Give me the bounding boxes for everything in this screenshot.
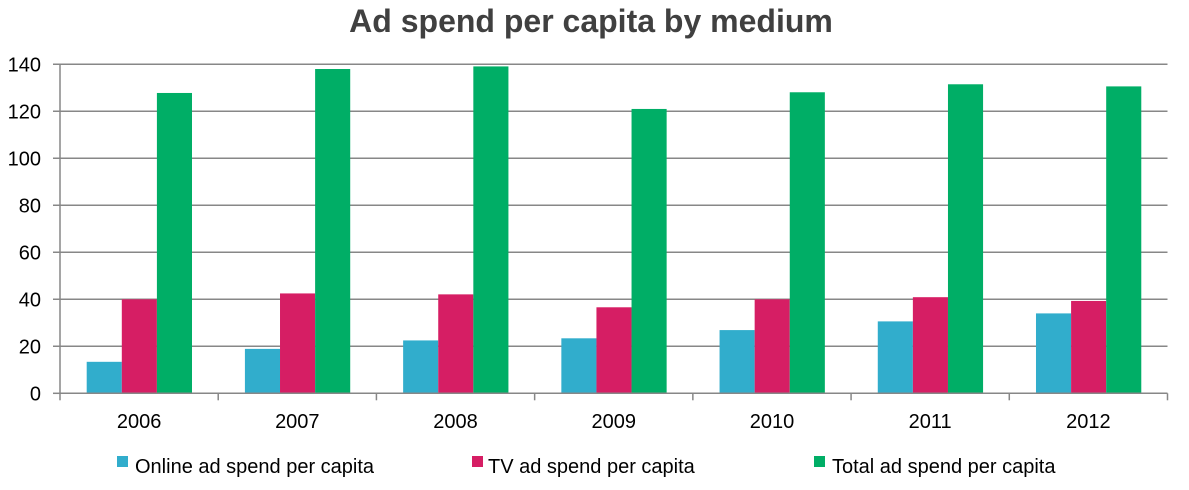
legend-swatch-total: [814, 456, 825, 467]
bar-group-2009: [561, 108, 667, 394]
x-tick-label: 2011: [909, 411, 952, 433]
bar-online-2009: [561, 338, 597, 394]
x-axis: 2006 2007 2008 2009 2010 2011 2012: [59, 392, 1169, 433]
bar-group-2008: [403, 66, 509, 394]
bar-total-2009: [631, 108, 667, 394]
y-tick-label: 40: [19, 289, 41, 311]
legend-item-online: Online ad spend per capita: [117, 456, 375, 478]
bar-total-2012: [1106, 86, 1142, 394]
legend-label-tv: TV ad spend per capita: [488, 456, 696, 478]
x-tick-label: 2007: [275, 411, 320, 433]
y-tick-label: 20: [19, 336, 41, 358]
y-tick-label: 80: [19, 195, 41, 217]
legend-item-total: Total ad spend per capita: [814, 456, 1056, 478]
legend-label-total: Total ad spend per capita: [832, 456, 1056, 478]
bar-group-2010: [719, 92, 825, 394]
bar-tv-2012: [1071, 300, 1107, 394]
bar-online-2008: [403, 340, 439, 394]
bar-online-2010: [719, 330, 755, 394]
legend-label-online: Online ad spend per capita: [135, 456, 375, 478]
x-tick-label: 2009: [592, 411, 637, 433]
gridlines: [53, 63, 1168, 395]
legend-swatch-tv: [472, 456, 483, 467]
bar-group-2012: [1035, 86, 1142, 394]
bar-online-2007: [244, 348, 281, 394]
legend-swatch-online: [117, 456, 128, 467]
bar-total-2007: [315, 69, 351, 394]
bar-total-2008: [473, 66, 509, 394]
x-tick-label: 2008: [433, 411, 478, 433]
y-tick-label: 100: [8, 148, 41, 170]
bar-total-2010: [789, 92, 825, 394]
bar-tv-2006: [121, 299, 157, 394]
bar-online-2012: [1035, 313, 1072, 394]
bar-total-2006: [156, 92, 192, 394]
x-tick-label: 2010: [750, 411, 795, 433]
x-tick-label: 2006: [117, 411, 162, 433]
y-tick-label: 60: [19, 242, 41, 264]
chart-title: Ad spend per capita by medium: [349, 3, 833, 39]
legend-item-tv: TV ad spend per capita: [472, 456, 696, 478]
y-axis: 0 20 40 60 80 100 120 140: [8, 54, 61, 405]
bar-online-2011: [877, 321, 913, 394]
bar-group-2011: [877, 84, 984, 394]
bar-tv-2008: [438, 294, 474, 394]
bar-group-2007: [244, 69, 351, 394]
bar-tv-2010: [754, 299, 790, 394]
y-tick-label: 140: [8, 54, 41, 76]
bar-online-2006: [86, 361, 122, 394]
legend: Online ad spend per capita TV ad spend p…: [117, 456, 1056, 478]
bar-group-2006: [86, 92, 192, 394]
y-tick-label: 120: [8, 101, 41, 123]
bar-total-2011: [947, 84, 984, 394]
bar-tv-2007: [280, 293, 316, 394]
bars: [86, 66, 1142, 394]
y-tick-label: 0: [30, 383, 41, 405]
bar-tv-2011: [912, 297, 948, 394]
x-tick-label: 2012: [1066, 411, 1111, 433]
bar-tv-2009: [596, 307, 632, 394]
